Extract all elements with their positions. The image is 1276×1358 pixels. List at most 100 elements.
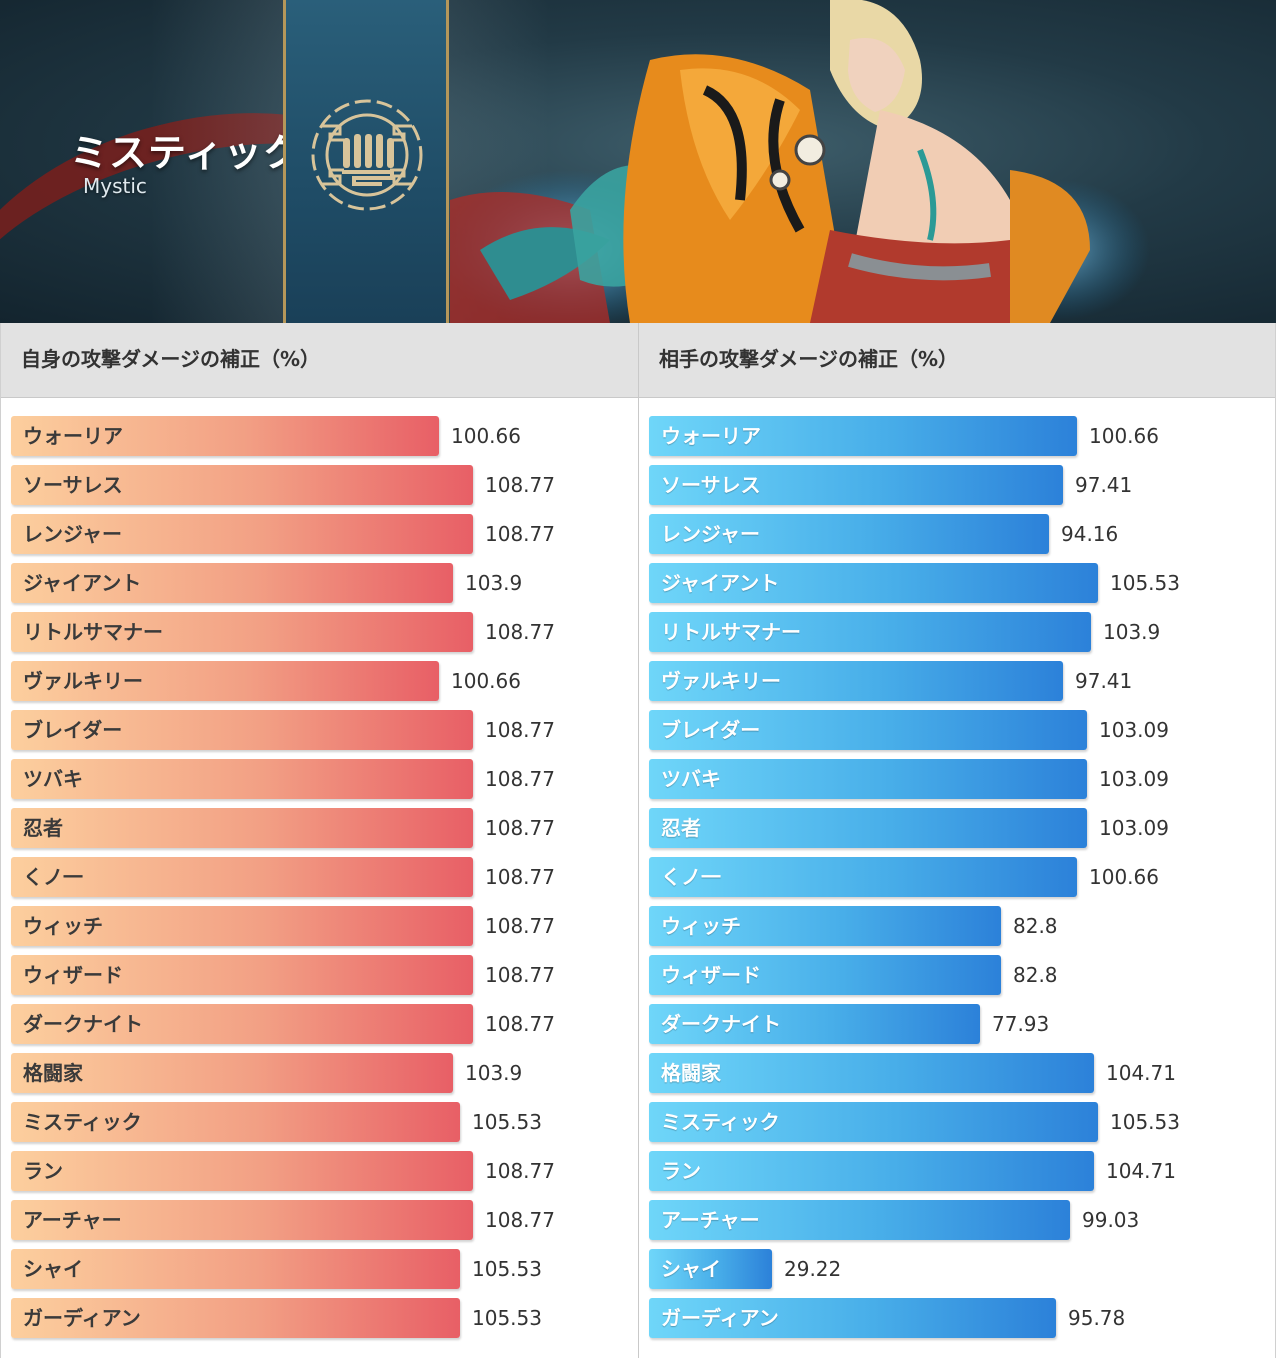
opp-bar-value-label: 99.03 bbox=[1082, 1208, 1140, 1232]
opp-bar-value-label: 103.09 bbox=[1099, 767, 1169, 791]
self-bar-category-label: シャイ bbox=[23, 1257, 83, 1281]
opp-bar-value-label: 100.66 bbox=[1089, 865, 1159, 889]
opp-bar-category-label: 格闘家 bbox=[661, 1061, 721, 1085]
opp-bar-category-label: ガーディアン bbox=[661, 1306, 779, 1330]
self-bar-category-label: アーチャー bbox=[23, 1208, 122, 1232]
self-bar: 格闘家 bbox=[11, 1053, 453, 1093]
opp-bar-row: 忍者 103.09 bbox=[639, 808, 1276, 848]
opp-bar-row: ウォーリア 100.66 bbox=[639, 416, 1276, 456]
opp-bar-category-label: シャイ bbox=[661, 1257, 721, 1281]
self-bar: ヴァルキリー bbox=[11, 661, 439, 701]
opp-bar-value-label: 103.09 bbox=[1099, 718, 1169, 742]
self-bar-value-label: 108.77 bbox=[485, 718, 555, 742]
self-bar-value-label: 108.77 bbox=[485, 1208, 555, 1232]
opp-bar-value-label: 100.66 bbox=[1089, 424, 1159, 448]
self-bar-value-label: 108.77 bbox=[485, 914, 555, 938]
opp-bar-category-label: ウォーリア bbox=[661, 424, 761, 448]
opp-bar-value-label: 103.9 bbox=[1103, 620, 1161, 644]
self-bar: くノ一 bbox=[11, 857, 473, 897]
opp-bar-category-label: レンジャー bbox=[661, 522, 760, 546]
self-bar: ウォーリア bbox=[11, 416, 439, 456]
opp-bar-value-label: 82.8 bbox=[1013, 963, 1058, 987]
opp-bar-category-label: くノ一 bbox=[661, 865, 721, 889]
opp-bar-value-label: 105.53 bbox=[1110, 571, 1180, 595]
self-bar: ラン bbox=[11, 1151, 473, 1191]
opp-bar-category-label: アーチャー bbox=[661, 1208, 760, 1232]
self-bar-row: ウィッチ 108.77 bbox=[0, 906, 637, 946]
opp-bar-category-label: ツバキ bbox=[661, 767, 721, 791]
self-bar-category-label: ウィッチ bbox=[23, 914, 103, 938]
emblem-panel bbox=[283, 0, 449, 323]
mystic-class-emblem-icon bbox=[311, 99, 423, 211]
self-bar-category-label: ガーディアン bbox=[23, 1306, 141, 1330]
class-title: ミスティック bbox=[70, 131, 302, 175]
self-bar-value-label: 100.66 bbox=[451, 424, 521, 448]
self-bar-category-label: ソーサレス bbox=[23, 473, 123, 497]
self-bar: レンジャー bbox=[11, 514, 473, 554]
self-bar-value-label: 108.77 bbox=[485, 1012, 555, 1036]
opp-bar-row: ラン 104.71 bbox=[639, 1151, 1276, 1191]
opp-bar-row: ウィザード 82.8 bbox=[639, 955, 1276, 995]
self-damage-bar-chart: ウォーリア 100.66 ソーサレス 108.77 レンジャー 108.77 ジャイアント 1… bbox=[0, 398, 637, 1358]
self-bar-row: 格闘家 103.9 bbox=[0, 1053, 637, 1093]
self-bar-category-label: ラン bbox=[23, 1159, 63, 1183]
opp-bar-row: くノ一 100.66 bbox=[639, 857, 1276, 897]
class-banner: ミスティック Mystic bbox=[0, 0, 1276, 323]
self-bar: ジャイアント bbox=[11, 563, 453, 603]
self-bar-category-label: ウォーリア bbox=[23, 424, 123, 448]
self-bar: ミスティック bbox=[11, 1102, 460, 1142]
opp-bar-value-label: 104.71 bbox=[1106, 1061, 1176, 1085]
self-bar-row: ソーサレス 108.77 bbox=[0, 465, 637, 505]
opp-bar-row: ソーサレス 97.41 bbox=[639, 465, 1276, 505]
self-bar-category-label: ヴァルキリー bbox=[23, 669, 143, 693]
opp-bar: ブレイダー bbox=[649, 710, 1087, 750]
self-bar-row: ウィザード 108.77 bbox=[0, 955, 637, 995]
self-bar: ガーディアン bbox=[11, 1298, 460, 1338]
self-bar: リトルサマナー bbox=[11, 612, 473, 652]
self-bar-category-label: リトルサマナー bbox=[23, 620, 163, 644]
opp-bar: ダークナイト bbox=[649, 1004, 980, 1044]
self-bar-category-label: ミスティック bbox=[23, 1110, 142, 1134]
self-bar-row: ガーディアン 105.53 bbox=[0, 1298, 637, 1338]
self-bar-row: ミスティック 105.53 bbox=[0, 1102, 637, 1142]
opp-bar-row: アーチャー 99.03 bbox=[639, 1200, 1276, 1240]
self-bar-row: シャイ 105.53 bbox=[0, 1249, 637, 1289]
opp-bar-value-label: 97.41 bbox=[1075, 473, 1133, 497]
opp-bar-category-label: ウィザード bbox=[661, 963, 761, 987]
opp-bar-category-label: ダークナイト bbox=[661, 1012, 781, 1036]
self-bar-value-label: 108.77 bbox=[485, 473, 555, 497]
opp-bar-row: ジャイアント 105.53 bbox=[639, 563, 1276, 603]
opp-bar: ガーディアン bbox=[649, 1298, 1056, 1338]
self-damage-header: 自身の攻撃ダメージの補正（%） bbox=[21, 347, 321, 371]
opp-bar-category-label: ソーサレス bbox=[661, 473, 761, 497]
opp-bar: ミスティック bbox=[649, 1102, 1098, 1142]
opp-bar: ウィザード bbox=[649, 955, 1001, 995]
opponent-damage-bar-chart: ウォーリア 100.66 ソーサレス 97.41 レンジャー 94.16 ジャイアント 105… bbox=[639, 398, 1276, 1358]
opp-bar-value-label: 103.09 bbox=[1099, 816, 1169, 840]
opp-bar-value-label: 77.93 bbox=[992, 1012, 1050, 1036]
opp-bar: アーチャー bbox=[649, 1200, 1070, 1240]
self-bar-row: ツバキ 108.77 bbox=[0, 759, 637, 799]
self-bar-category-label: ウィザード bbox=[23, 963, 123, 987]
self-bar: 忍者 bbox=[11, 808, 473, 848]
opp-bar-value-label: 97.41 bbox=[1075, 669, 1133, 693]
opp-bar-category-label: ウィッチ bbox=[661, 914, 741, 938]
opp-bar-row: ウィッチ 82.8 bbox=[639, 906, 1276, 946]
opp-bar-value-label: 82.8 bbox=[1013, 914, 1058, 938]
self-bar-category-label: ジャイアント bbox=[23, 571, 142, 595]
opp-bar-row: ミスティック 105.53 bbox=[639, 1102, 1276, 1142]
self-bar-row: ダークナイト 108.77 bbox=[0, 1004, 637, 1044]
self-bar-row: ヴァルキリー 100.66 bbox=[0, 661, 637, 701]
self-bar-row: くノ一 108.77 bbox=[0, 857, 637, 897]
self-bar-category-label: 格闘家 bbox=[23, 1061, 83, 1085]
self-bar: ツバキ bbox=[11, 759, 473, 799]
self-bar-value-label: 105.53 bbox=[472, 1110, 542, 1134]
self-bar-value-label: 103.9 bbox=[465, 1061, 523, 1085]
opp-bar-category-label: 忍者 bbox=[661, 816, 701, 840]
opp-bar-value-label: 29.22 bbox=[784, 1257, 842, 1281]
self-bar-row: 忍者 108.77 bbox=[0, 808, 637, 848]
self-bar-category-label: ブレイダー bbox=[23, 718, 123, 742]
opp-bar-row: ヴァルキリー 97.41 bbox=[639, 661, 1276, 701]
opp-bar-category-label: ラン bbox=[661, 1159, 701, 1183]
